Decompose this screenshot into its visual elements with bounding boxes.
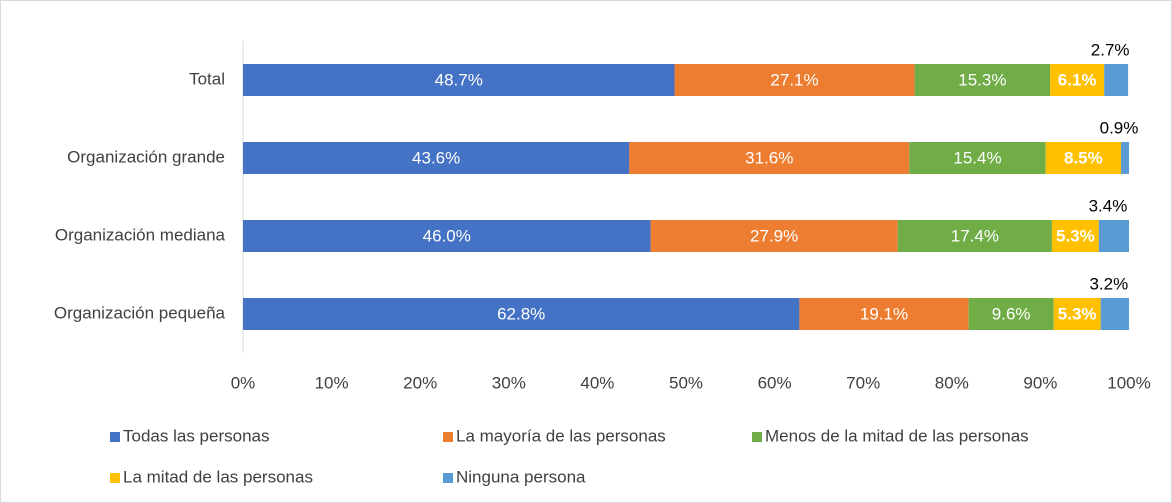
y-tick-label: Organización grande [67, 147, 225, 166]
data-label: 27.9% [750, 226, 798, 245]
x-tick-label: 40% [580, 373, 614, 392]
data-label: 43.6% [412, 148, 460, 167]
legend-label: Menos de la mitad de las personas [765, 426, 1029, 445]
data-label: 48.7% [435, 70, 483, 89]
legend-label: Todas las personas [123, 426, 269, 445]
data-label: 0.9% [1100, 118, 1139, 137]
bar-segment [1050, 64, 1105, 96]
data-label: 3.2% [1089, 274, 1128, 293]
data-label: 8.5% [1064, 148, 1103, 167]
x-tick-label: 80% [935, 373, 969, 392]
bar-segment [629, 142, 910, 174]
bar-segment [243, 298, 800, 330]
data-label: 3.4% [1089, 196, 1128, 215]
bar-segment [1098, 220, 1129, 252]
legend-label: La mitad de las personas [123, 467, 313, 486]
data-label: 6.1% [1058, 70, 1097, 89]
x-tick-label: 100% [1107, 373, 1150, 392]
bar-segment [650, 220, 898, 252]
data-label: 17.4% [951, 226, 999, 245]
y-tick-label: Organización pequeña [54, 303, 226, 322]
bar-segment [243, 220, 651, 252]
bar-segment [243, 142, 630, 174]
legend-swatch [443, 432, 453, 442]
legend-swatch [443, 473, 453, 483]
x-tick-label: 70% [846, 373, 880, 392]
data-label: 62.8% [497, 304, 545, 323]
y-tick-label: Organización mediana [55, 225, 226, 244]
data-label: 31.6% [745, 148, 793, 167]
data-label: 5.3% [1056, 226, 1095, 245]
x-tick-label: 50% [669, 373, 703, 392]
data-label: 46.0% [423, 226, 471, 245]
legend-swatch [110, 473, 120, 483]
bar-segment [1051, 220, 1099, 252]
legend-swatch [110, 432, 120, 442]
bar-segment [1045, 142, 1122, 174]
bar-segment [243, 64, 675, 96]
x-tick-label: 20% [403, 373, 437, 392]
bar-segment [914, 64, 1051, 96]
bar-segment [799, 298, 969, 330]
x-tick-label: 10% [315, 373, 349, 392]
x-tick-label: 30% [492, 373, 526, 392]
data-label: 5.3% [1058, 304, 1097, 323]
x-tick-label: 60% [758, 373, 792, 392]
data-label: 15.3% [958, 70, 1006, 89]
data-label: 2.7% [1091, 40, 1130, 59]
legend-label: Ninguna persona [456, 467, 586, 486]
x-tick-label: 0% [231, 373, 256, 392]
data-label: 19.1% [860, 304, 908, 323]
bar-segment [674, 64, 915, 96]
bar-segment [968, 298, 1054, 330]
data-label: 27.1% [770, 70, 818, 89]
bar-segment [1121, 142, 1129, 174]
legend-label: La mayoría de las personas [456, 426, 666, 445]
legend-swatch [752, 432, 762, 442]
bar-segment [909, 142, 1046, 174]
data-label: 9.6% [992, 304, 1031, 323]
bar-segment [1100, 298, 1129, 330]
bar-segment [1104, 64, 1129, 96]
bar-segment [1053, 298, 1101, 330]
x-tick-label: 90% [1023, 373, 1057, 392]
y-tick-label: Total [189, 69, 225, 88]
data-label: 15.4% [953, 148, 1001, 167]
bar-segment [897, 220, 1052, 252]
